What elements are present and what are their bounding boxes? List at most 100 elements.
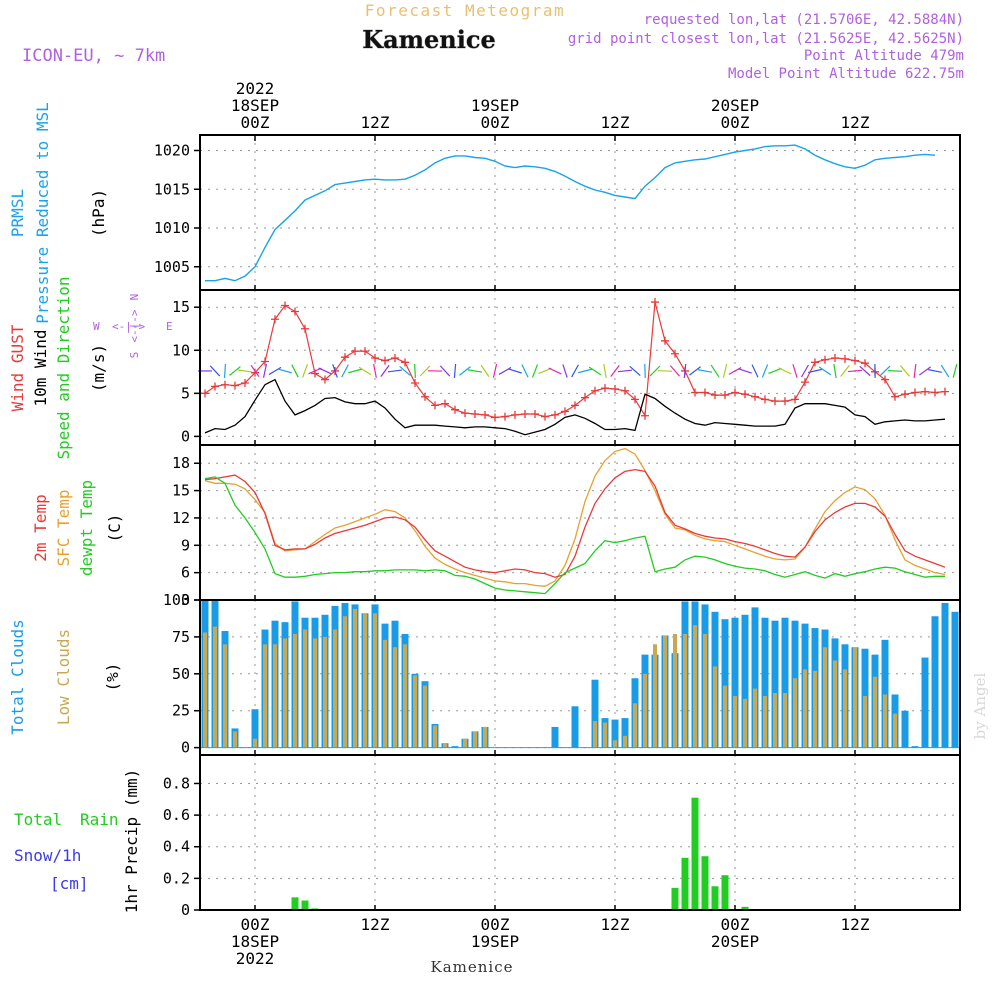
compass-east: E [166,320,173,333]
low-cloud-bar [893,713,897,748]
total-cloud-bar [921,657,929,748]
total-rain-label-2: Rain [80,810,119,829]
gust-point [751,392,759,401]
gust-point [931,388,939,397]
wind-direction-arrow [900,365,910,377]
gust-point [881,375,889,384]
wind-direction-arrow [578,368,592,374]
low-cloud-bar [403,644,407,748]
gust-point [211,382,219,391]
wind-direction-arrow [722,364,728,378]
low-cloud-bar [353,608,357,748]
gust-point [701,388,709,397]
gust-point [591,386,599,395]
wind-direction-arrow [952,364,958,378]
wind-direction-arrow [698,369,712,373]
gust-point [631,395,639,404]
gust-point [551,410,559,419]
compass-rose: W <-|-> E <-|-> N S [93,294,173,359]
bottom-axis-label: 12Z [841,915,870,934]
wind-direction-arrow [808,368,822,374]
gust-point [411,379,419,387]
low-cloud-bar [883,694,887,748]
low-cloud-bar [773,693,777,748]
prmsl-line [205,144,936,282]
wind-direction-arrow [913,363,917,378]
prmsl-labels: PRMSL Pressure Reduced to MSL (hPa) [8,102,108,324]
y-tick-label: 0 [181,739,190,757]
gust-point [901,390,909,399]
wind-direction-arrow [209,365,221,377]
low-cloud-bar [623,735,627,748]
low-cloud-bar [213,626,217,748]
total-cloud-bar [941,602,949,748]
compass-north: N [128,294,141,301]
low-cloud-bar [723,685,727,748]
y-tick-label: 15 [172,298,190,316]
bottom-axis-label: 20SEP [711,932,759,951]
prmsl-unit: (hPa) [89,189,108,237]
y-tick-label: 0 [181,427,190,445]
wind-direction-arrow [669,365,681,377]
prmsl-label-full: Pressure Reduced to MSL [33,102,52,324]
t2m-label: 2m Temp [31,494,50,561]
snow-label: Snow/1h [14,846,81,865]
low-cloud-bar [793,678,797,748]
wind-10m-label: 10m Wind [31,329,50,406]
clouds-unit: (%) [103,663,122,692]
gust-point [841,354,849,363]
gust-point [711,391,719,400]
gust-point [201,389,209,398]
gust-point [541,412,549,421]
low-cloud-bar [653,644,657,748]
wind-direction-arrow [588,366,602,376]
top-axis-label: 00Z [481,113,510,132]
wind-direction-arrow [399,365,411,376]
gust-point [521,410,529,418]
y-tick-label: 0.8 [163,774,190,792]
gust-point [481,410,489,419]
wind-direction-arrow [738,368,752,374]
cloud-labels: Total Clouds Low Clouds (%) [8,619,122,735]
wind-direction-arrow [229,366,241,376]
y-tick-label: 10 [172,341,190,359]
low-cloud-bar [483,726,487,748]
wind-unit: (m/s) [89,344,108,392]
rain-bar [291,897,299,910]
gust-point [261,357,269,366]
wind-direction-arrow [571,364,579,378]
total-cloud-bar [251,709,259,748]
wind-direction-arrow [778,367,792,375]
model-name: ICON-EU, ~ 7km [22,46,165,66]
wind-direction-arrow [548,367,562,375]
low-cloud-bar [713,666,717,748]
chart-layer: 1005101010151020051015369121518025507510… [154,79,961,968]
compass-south: S [128,352,141,359]
y-tick-label: 75 [172,628,190,646]
wind-direction-arrow [879,365,891,377]
low-cloud-bar [323,636,327,748]
temp-labels: 2m Temp SFC Temp dewpt Temp (C) [31,480,124,576]
low-cloud-bar [443,743,447,748]
wind-direction-arrow [223,363,227,378]
total-cloud-bar [741,614,749,748]
wind-direction-arrow [348,368,362,374]
gust-point [561,407,569,416]
wind-direction-arrow [689,366,701,376]
wind-direction-arrow [480,364,490,378]
gust-point [861,359,869,368]
low-cloud-bar [743,698,747,748]
gust-point [811,358,819,367]
wind-direction-arrow [562,364,568,378]
total-cloud-bar [901,710,909,748]
wind-direction-arrow [302,364,308,378]
gust-point [421,392,429,401]
low-cloud-bar [273,644,277,748]
wind-direction-arrow [928,369,942,373]
low-cloud-bar [863,695,867,748]
bottom-axis-label: 00Z [721,915,750,934]
wind-direction-arrow [453,363,457,378]
low-cloud-bar [763,695,767,748]
gust-point [281,301,289,310]
y-tick-label: 0.4 [163,838,190,856]
